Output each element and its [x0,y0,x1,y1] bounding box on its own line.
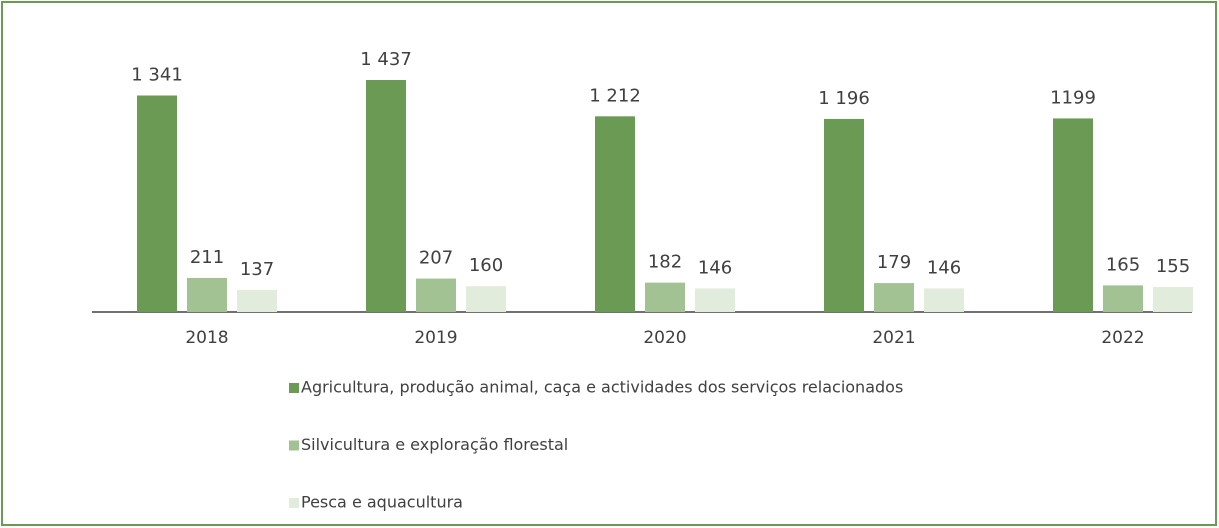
data-label: 1 341 [131,64,183,85]
data-label: 182 [648,252,682,273]
data-label: 146 [927,257,961,278]
x-tick-label: 2018 [185,328,228,348]
data-label: 207 [419,248,453,269]
bar [416,278,456,312]
x-tick-label: 2022 [1101,328,1144,348]
data-label: 211 [190,247,224,268]
bar [645,282,685,312]
data-label: 179 [877,252,911,273]
bar [595,116,635,312]
x-tick-label: 2019 [414,328,457,348]
data-label: 1199 [1050,87,1096,108]
bar [366,80,406,312]
bar [924,288,964,312]
data-label: 165 [1106,254,1140,275]
legend-label: Silvicultura e exploração florestal [301,435,568,454]
data-label: 137 [240,259,274,280]
bar [187,277,227,312]
bar [1053,118,1093,312]
x-tick-label: 2020 [643,328,686,348]
legend-swatch [289,383,299,393]
legend-swatch [289,498,299,508]
legend-label: Agricultura, produção animal, caça e act… [301,378,903,397]
data-label: 1 196 [818,88,870,109]
data-label: 155 [1156,256,1190,277]
bar [1103,285,1143,312]
bar [1153,286,1193,312]
bar [874,283,914,312]
bar [824,118,864,312]
bar [237,289,277,312]
legend-label: Pesca e aquacultura [301,493,463,512]
data-label: 1 212 [589,85,641,106]
x-tick-label: 2021 [872,328,915,348]
bar [466,286,506,312]
bar [695,288,735,312]
legend-swatch [289,440,299,451]
data-label: 160 [469,255,503,276]
bar [137,95,177,312]
data-label: 1 437 [360,49,412,70]
data-label: 146 [698,257,732,278]
